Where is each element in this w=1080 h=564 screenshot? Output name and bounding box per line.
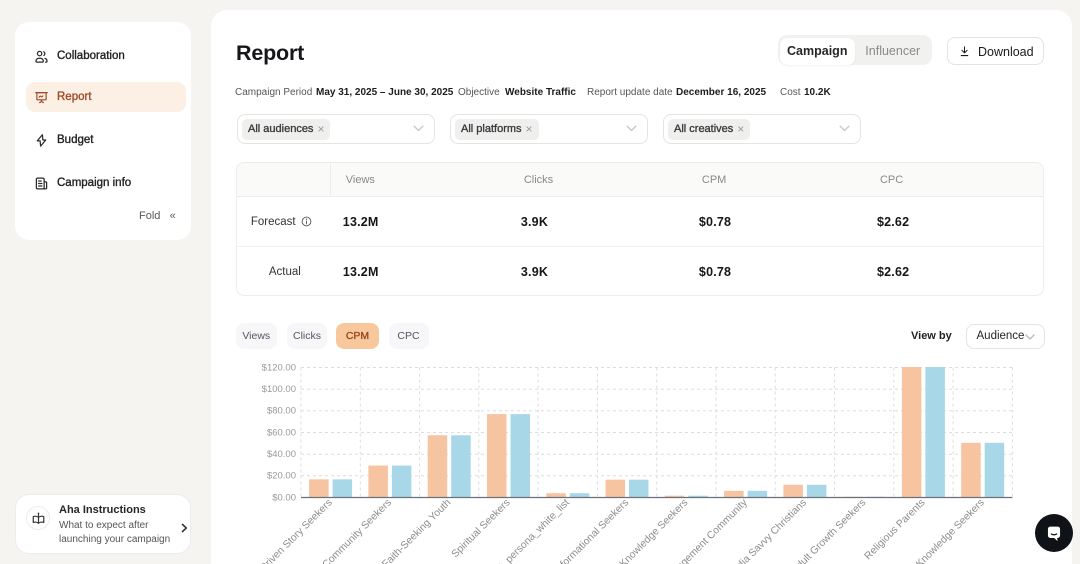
svg-text:$120.00: $120.00 — [262, 362, 296, 373]
svg-text:Faith-Driven Story Seekers: Faith-Driven Story Seekers — [240, 497, 335, 564]
svg-text:$20.00: $20.00 — [267, 471, 296, 482]
svg-text:$100.00: $100.00 — [262, 384, 296, 395]
svg-text:$0.00: $0.00 — [272, 492, 296, 503]
svg-text:$40.00: $40.00 — [267, 449, 296, 460]
svg-text:$60.00: $60.00 — [267, 427, 296, 438]
svg-text:$80.00: $80.00 — [267, 406, 296, 417]
svg-text:Religious Parents: Religious Parents — [863, 497, 928, 562]
svg-text:Spiritual Seekers: Spiritual Seekers — [450, 497, 513, 560]
